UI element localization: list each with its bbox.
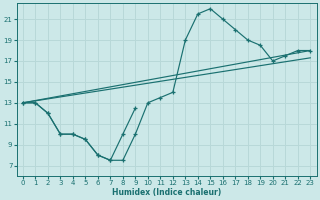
X-axis label: Humidex (Indice chaleur): Humidex (Indice chaleur) [112,188,221,197]
